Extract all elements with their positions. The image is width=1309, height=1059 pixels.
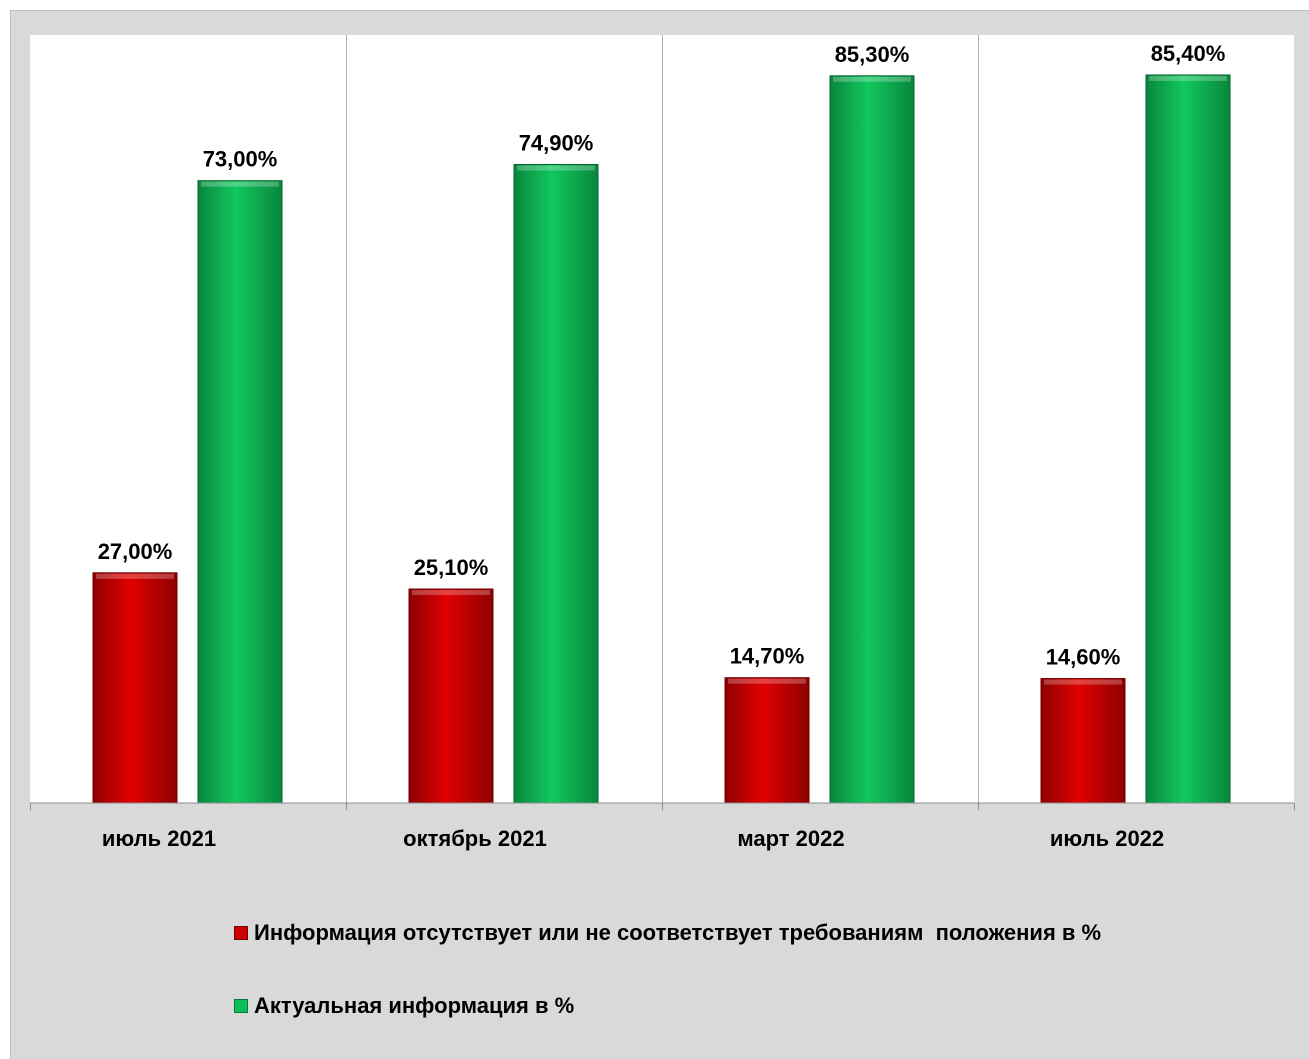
legend-swatch-green (234, 999, 248, 1013)
category-label: июль 2021 (102, 826, 216, 851)
category-label: март 2022 (737, 826, 844, 851)
legend-item-actual-info: Актуальная информация в % (234, 993, 574, 1019)
legend-item-missing-info: Информация отсутствует или не соответств… (234, 920, 1101, 946)
bar-actual-info-2 (513, 163, 599, 804)
bar-missing-info-4 (1040, 678, 1126, 804)
bar-bevel-highlight (833, 76, 911, 82)
bar-missing-info-3 (724, 677, 810, 804)
bar-actual-info-1 (197, 180, 283, 804)
bar-bevel-highlight (412, 590, 490, 596)
data-label: 25,10% (414, 555, 489, 580)
bar-bevel-highlight (96, 573, 174, 579)
bar-bevel-highlight (517, 165, 595, 171)
data-label: 27,00% (98, 539, 173, 564)
data-label: 73,00% (203, 147, 278, 172)
data-label: 14,70% (730, 644, 805, 669)
legend-label: Актуальная информация в % (254, 993, 575, 1018)
bar-bevel-highlight (201, 181, 279, 187)
bar-bevel-highlight (728, 678, 806, 684)
data-label: 14,60% (1046, 645, 1121, 670)
data-label: 85,30% (835, 42, 910, 67)
bar-missing-info-1 (92, 572, 178, 804)
bar-actual-info-3 (829, 75, 915, 804)
legend-swatch-red (234, 926, 248, 940)
legend-label: Информация отсутствует или не соответств… (254, 920, 1102, 945)
data-label: 74,90% (519, 130, 594, 155)
category-label: октябрь 2021 (403, 826, 547, 851)
bar-missing-info-2 (408, 588, 494, 804)
data-label: 85,40% (1151, 41, 1226, 66)
bar-bevel-highlight (1044, 679, 1122, 685)
bar-actual-info-4 (1145, 74, 1231, 804)
bar-bevel-highlight (1149, 75, 1227, 81)
category-label: июль 2022 (1050, 826, 1164, 851)
